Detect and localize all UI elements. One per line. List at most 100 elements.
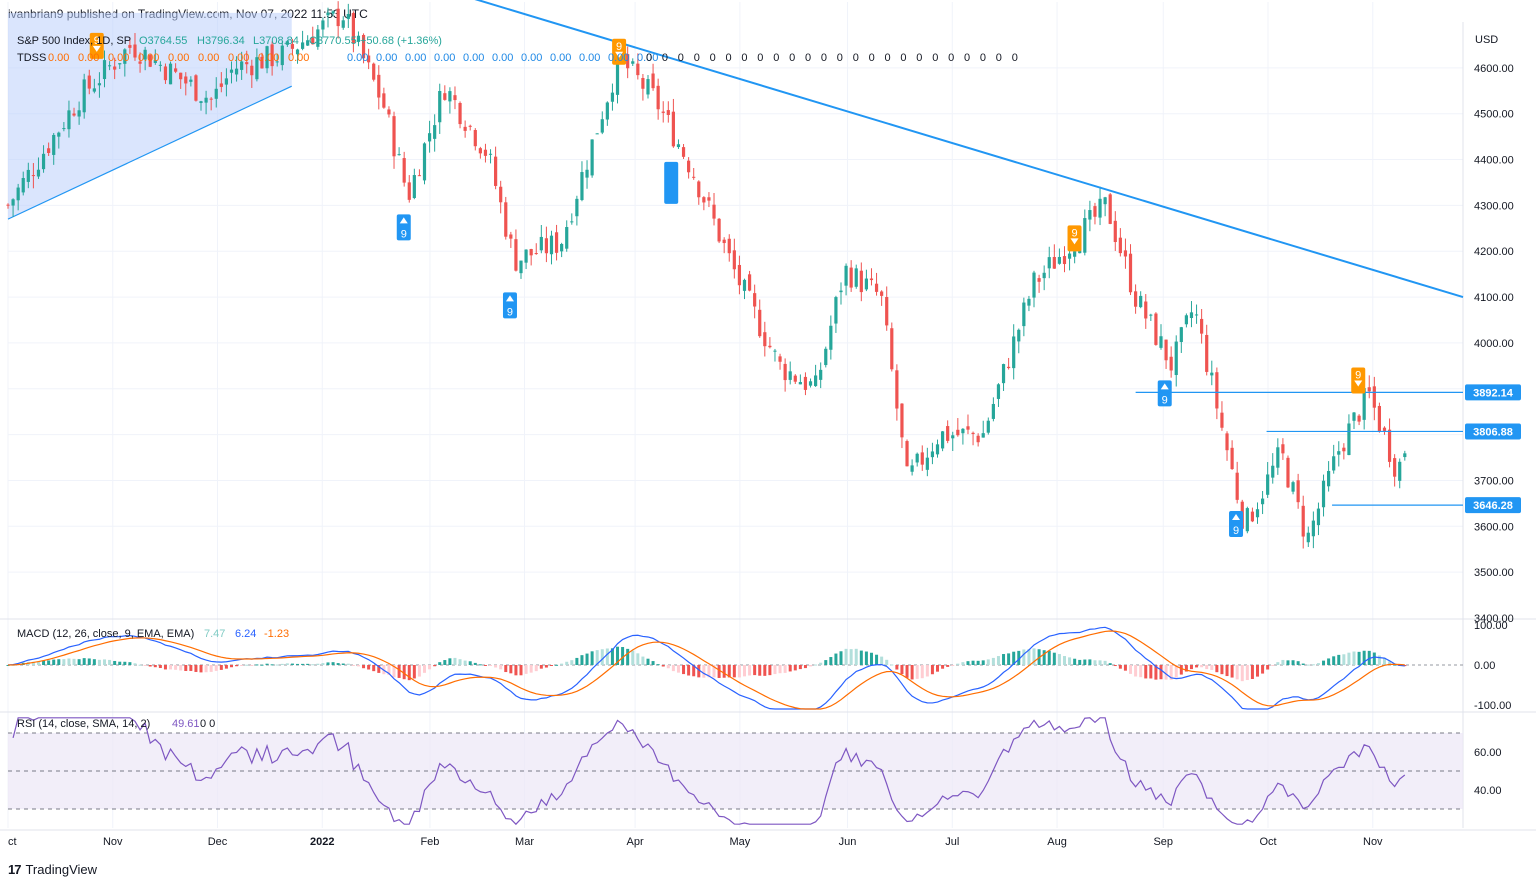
candle-body (1139, 295, 1143, 308)
td-marker-label: 9 (94, 35, 100, 47)
macd-histogram-bar (1184, 665, 1188, 672)
macd-histogram-bar (869, 652, 873, 665)
price-tag: 3806.88 (1465, 423, 1521, 440)
candle-body (697, 181, 701, 198)
candle-body (1128, 253, 1133, 293)
macd-histogram-bar (1022, 649, 1026, 665)
candle-body (656, 85, 660, 110)
macd-histogram-bar (793, 665, 797, 671)
candle-body (1403, 453, 1407, 458)
candle-body (306, 40, 310, 46)
macd-histogram-bar (204, 665, 208, 673)
candle-body (1286, 457, 1290, 488)
tdss-label: TDSS (17, 52, 46, 64)
candle-body (829, 325, 833, 350)
macd-histogram-bar (956, 663, 960, 665)
macd-histogram-bar (301, 663, 305, 665)
macd-histogram-bar (885, 659, 889, 665)
macd-histogram-bar (519, 665, 523, 676)
macd-histogram-bar (1296, 661, 1300, 665)
candle-body (839, 290, 843, 293)
macd-histogram-bar (986, 659, 990, 665)
tradingview-logo[interactable]: 17 TradingView (8, 862, 97, 877)
candle-body (194, 75, 198, 101)
candle-body (290, 44, 295, 49)
macd-histogram-bar (727, 665, 731, 678)
td-markers: 9 9 9 9 9 9 9 9 (89, 32, 1366, 538)
tdss-value: 0.00 (48, 52, 69, 64)
td-marker-label: 9 (1233, 525, 1239, 537)
macd-histogram-bar (1372, 652, 1376, 665)
candle-body (87, 75, 91, 89)
macd-histogram-bar (1123, 665, 1127, 671)
candle-body (102, 60, 107, 80)
macd-histogram-bar (468, 661, 472, 665)
macd-histogram-bar (1235, 665, 1239, 680)
candle-body (1159, 336, 1163, 348)
arrow-up-icon (1232, 514, 1241, 521)
candle-body (687, 160, 691, 173)
candle-body (41, 153, 46, 170)
candle-body (1296, 480, 1300, 503)
macd-pane (6, 626, 1463, 710)
macd-histogram-bar (138, 664, 142, 666)
macd-histogram-bar (250, 665, 254, 666)
macd-histogram-bar (158, 665, 162, 669)
candle-body (1184, 315, 1188, 325)
macd-histogram-bar (1083, 659, 1087, 665)
candle-body (692, 176, 696, 178)
macd-tick-label: 0.00 (1474, 660, 1495, 672)
tdss-zero: 0 (932, 52, 938, 64)
macd-histogram-bar (1103, 660, 1107, 665)
candle-body (641, 78, 645, 89)
candle-body (1032, 272, 1036, 298)
macd-histogram-bar (687, 665, 691, 676)
candle-body (900, 403, 904, 438)
candle-body (1103, 197, 1107, 205)
macd-histogram-bar (641, 656, 645, 665)
tdss-zero: 0 (694, 52, 700, 64)
candle-body (417, 175, 422, 177)
candle-body (1311, 520, 1315, 537)
candle-body (392, 116, 396, 157)
candle-body (1327, 470, 1331, 487)
candle-body (468, 125, 472, 127)
candle-body (367, 55, 371, 63)
candle-body (1260, 498, 1265, 505)
ohlc-high: H3796.34 (197, 35, 245, 47)
candle-body (285, 41, 289, 45)
candle-body (224, 78, 229, 85)
candle-body (250, 65, 254, 76)
candle-body (1001, 364, 1006, 384)
macd-histogram-bar (1256, 665, 1260, 677)
macd-histogram-bar (707, 665, 711, 678)
macd-histogram-bar (621, 647, 625, 665)
macd-histogram-bar (209, 665, 213, 672)
price-tick-label: 4100.00 (1474, 292, 1514, 304)
candle-body (610, 92, 615, 102)
candle-body (1093, 206, 1097, 217)
macd-histogram-bar (1169, 665, 1173, 680)
macd-histogram-bar (108, 659, 112, 665)
candle-body (1200, 318, 1204, 334)
macd-histogram-bar (169, 665, 173, 670)
macd-histogram-bar (1311, 664, 1315, 666)
date-tick-label: Nov (1363, 836, 1383, 848)
candle-body (1123, 250, 1128, 257)
macd-histogram-bar (1215, 665, 1219, 673)
macd-histogram-bar (499, 665, 503, 670)
macd-histogram-bar (92, 659, 96, 665)
candle-body (961, 428, 965, 434)
macd-histogram-bar (824, 660, 828, 665)
legend-layer: S&P 500 Index, 1D, SP O3764.55 H3796.34 L37… (17, 35, 1018, 730)
macd-histogram-bar (971, 660, 975, 665)
candle-body (1154, 313, 1158, 345)
rsi-extra: 0 0 (200, 718, 215, 730)
macd-histogram-bar (351, 665, 355, 666)
rsi-value: 49.61 (172, 718, 200, 730)
candle-body (402, 158, 406, 183)
candle-body (910, 465, 914, 472)
candle-body (524, 249, 528, 263)
candle-body (138, 61, 142, 64)
